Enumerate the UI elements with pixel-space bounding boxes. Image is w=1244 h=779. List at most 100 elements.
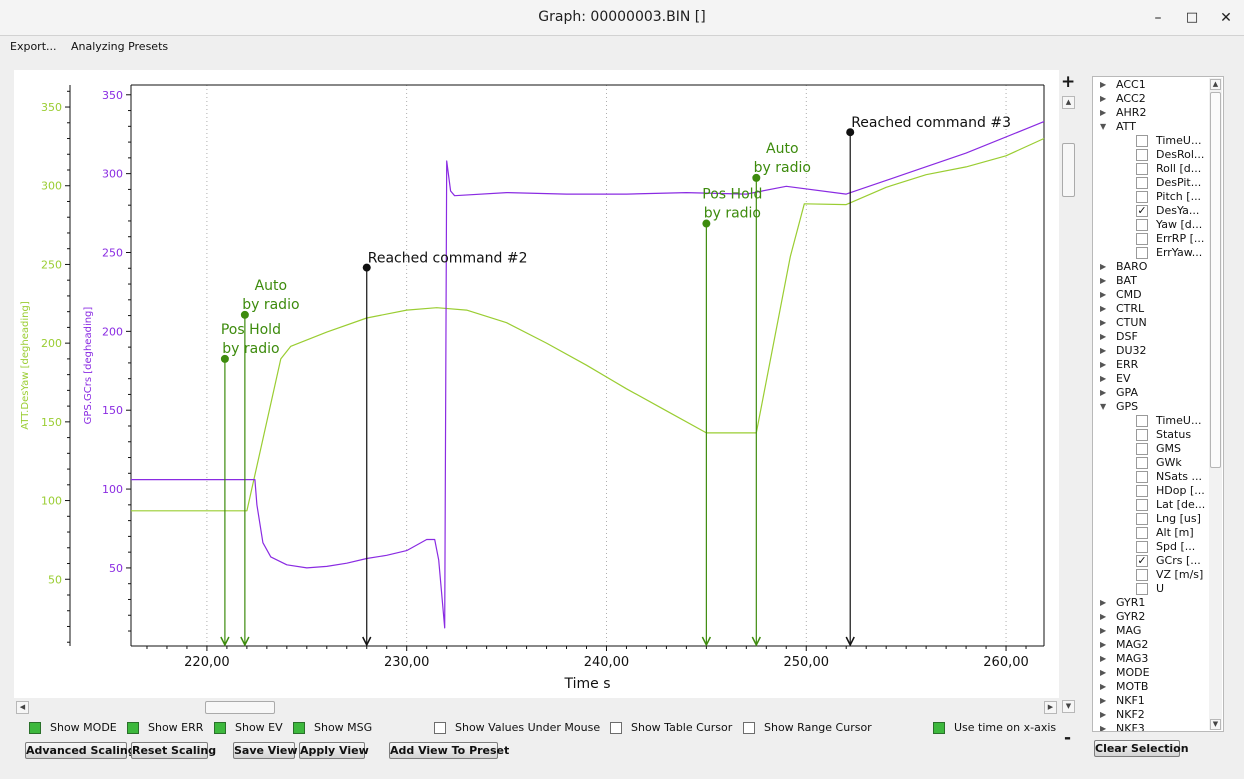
apply-view-button[interactable]: Apply View <box>299 742 369 759</box>
zoom-in-button[interactable]: + <box>1061 72 1076 92</box>
show-values-under-mouse-checkbox[interactable]: Show Values Under Mouse <box>434 721 600 734</box>
chevron-down-icon[interactable]: ▼ <box>1100 402 1107 411</box>
tree-group-err[interactable]: ▶ ERR <box>1093 358 1211 372</box>
checkbox-box[interactable] <box>743 721 755 734</box>
tree-field-item[interactable]: DesPit... <box>1093 176 1211 190</box>
line-chart[interactable]: 220,00 230,00 240,00 250,00 260,00 Time s 50 10… <box>14 70 1059 698</box>
tree-field-checkbox[interactable] <box>1136 583 1148 595</box>
tree-field-checkbox[interactable] <box>1136 415 1148 427</box>
tree-group-mag2[interactable]: ▶ MAG2 <box>1093 638 1211 652</box>
tree-group-baro[interactable]: ▶ BARO <box>1093 260 1211 274</box>
tree-field-item[interactable]: ✓ GCrs [... <box>1093 554 1211 568</box>
scroll-down-arrow-icon[interactable]: ▼ <box>1062 700 1075 713</box>
tree-field-checkbox[interactable] <box>1136 499 1148 511</box>
tree-field-item[interactable]: Status <box>1093 428 1211 442</box>
tree-group-nkf1[interactable]: ▶ NKF1 <box>1093 694 1211 708</box>
show-mode-checkbox[interactable]: Show MODE <box>29 721 117 734</box>
scroll-left-arrow-icon[interactable]: ◀ <box>16 701 29 714</box>
checkbox-box[interactable] <box>933 721 945 734</box>
chevron-right-icon[interactable]: ▶ <box>1100 598 1107 607</box>
show-err-checkbox[interactable]: Show ERR <box>127 721 203 734</box>
chevron-right-icon[interactable]: ▶ <box>1100 668 1107 677</box>
checkbox-box[interactable] <box>610 721 622 734</box>
tree-field-checkbox[interactable] <box>1136 471 1148 483</box>
tree-field-item[interactable]: ✓ DesYa... <box>1093 204 1211 218</box>
tree-field-checkbox[interactable] <box>1136 177 1148 189</box>
tree-group-ahr2[interactable]: ▶ AHR2 <box>1093 106 1211 120</box>
use-time-on-x-axis-checkbox[interactable]: Use time on x-axis <box>933 721 1056 734</box>
tree-field-item[interactable]: HDop [... <box>1093 484 1211 498</box>
chevron-right-icon[interactable]: ▶ <box>1100 626 1107 635</box>
show-table-cursor-checkbox[interactable]: Show Table Cursor <box>610 721 732 734</box>
tree-group-ctun[interactable]: ▶ CTUN <box>1093 316 1211 330</box>
plot-area[interactable]: 220,00 230,00 240,00 250,00 260,00 Time s 50 10… <box>14 70 1059 698</box>
tree-field-checkbox[interactable]: ✓ <box>1136 204 1148 217</box>
tree-group-acc1[interactable]: ▶ ACC1 <box>1093 78 1211 92</box>
chevron-right-icon[interactable]: ▶ <box>1100 654 1107 663</box>
tree-group-gps[interactable]: ▼ GPS <box>1093 400 1211 414</box>
scroll-up-arrow-icon[interactable]: ▲ <box>1062 96 1075 109</box>
tree-field-checkbox[interactable]: ✓ <box>1136 554 1148 567</box>
tree-group-ev[interactable]: ▶ EV <box>1093 372 1211 386</box>
chevron-right-icon[interactable]: ▶ <box>1100 388 1107 397</box>
checkbox-box[interactable] <box>214 721 226 734</box>
horizontal-scroll-thumb[interactable] <box>205 701 275 714</box>
chevron-right-icon[interactable]: ▶ <box>1100 332 1107 341</box>
tree-field-item[interactable]: Spd [... <box>1093 540 1211 554</box>
chevron-right-icon[interactable]: ▶ <box>1100 304 1107 313</box>
chevron-right-icon[interactable]: ▶ <box>1100 696 1107 705</box>
tree-group-gyr1[interactable]: ▶ GYR1 <box>1093 596 1211 610</box>
show-range-cursor-checkbox[interactable]: Show Range Cursor <box>743 721 872 734</box>
tree-field-item[interactable]: NSats ... <box>1093 470 1211 484</box>
tree-field-checkbox[interactable] <box>1136 163 1148 175</box>
tree-group-gpa[interactable]: ▶ GPA <box>1093 386 1211 400</box>
series-tree[interactable]: ▶ ACC1 ▶ ACC2 ▶ AHR2 ▼ ATT TimeU... DesRol... Roll… <box>1092 76 1224 732</box>
show-msg-checkbox[interactable]: Show MSG <box>293 721 372 734</box>
tree-field-item[interactable]: Lat [de... <box>1093 498 1211 512</box>
tree-field-item[interactable]: TimeU... <box>1093 414 1211 428</box>
close-button[interactable]: ✕ <box>1220 10 1232 26</box>
checkbox-box[interactable] <box>293 721 305 734</box>
chevron-right-icon[interactable]: ▶ <box>1100 262 1107 271</box>
chevron-right-icon[interactable]: ▶ <box>1100 276 1107 285</box>
menu-export[interactable]: Export... <box>10 40 57 53</box>
chevron-right-icon[interactable]: ▶ <box>1100 612 1107 621</box>
vertical-scroll-thumb[interactable] <box>1062 143 1075 197</box>
tree-group-nkf2[interactable]: ▶ NKF2 <box>1093 708 1211 722</box>
horizontal-scrollbar[interactable] <box>14 700 1059 715</box>
chevron-right-icon[interactable]: ▶ <box>1100 290 1107 299</box>
tree-group-motb[interactable]: ▶ MOTB <box>1093 680 1211 694</box>
tree-field-checkbox[interactable] <box>1136 135 1148 147</box>
tree-field-item[interactable]: Alt [m] <box>1093 526 1211 540</box>
tree-field-checkbox[interactable] <box>1136 541 1148 553</box>
tree-field-checkbox[interactable] <box>1136 233 1148 245</box>
tree-field-checkbox[interactable] <box>1136 219 1148 231</box>
chevron-right-icon[interactable]: ▶ <box>1100 346 1107 355</box>
save-view-button[interactable]: Save View <box>233 742 298 759</box>
checkbox-box[interactable] <box>127 721 139 734</box>
tree-field-item[interactable]: Pitch [... <box>1093 190 1211 204</box>
tree-field-item[interactable]: DesRol... <box>1093 148 1211 162</box>
tree-field-checkbox[interactable] <box>1136 485 1148 497</box>
tree-group-ctrl[interactable]: ▶ CTRL <box>1093 302 1211 316</box>
chevron-right-icon[interactable]: ▶ <box>1100 374 1107 383</box>
tree-group-gyr2[interactable]: ▶ GYR2 <box>1093 610 1211 624</box>
tree-field-checkbox[interactable] <box>1136 457 1148 469</box>
add-view-to-preset-button[interactable]: Add View To Preset <box>389 742 510 759</box>
tree-field-checkbox[interactable] <box>1136 191 1148 203</box>
tree-field-checkbox[interactable] <box>1136 513 1148 525</box>
tree-group-mode[interactable]: ▶ MODE <box>1093 666 1211 680</box>
tree-group-dsf[interactable]: ▶ DSF <box>1093 330 1211 344</box>
show-ev-checkbox[interactable]: Show EV <box>214 721 283 734</box>
maximize-button[interactable]: □ <box>1185 10 1199 25</box>
scroll-right-arrow-icon[interactable]: ▶ <box>1044 701 1057 714</box>
tree-scroll-up-icon[interactable]: ▲ <box>1210 79 1221 90</box>
advanced-scaling-button[interactable]: Advanced Scaling <box>25 742 136 759</box>
tree-group-mag[interactable]: ▶ MAG <box>1093 624 1211 638</box>
tree-field-item[interactable]: U <box>1093 582 1211 596</box>
menu-analyzing-presets[interactable]: Analyzing Presets <box>71 40 169 53</box>
reset-scaling-button[interactable]: Reset Scaling <box>131 742 217 759</box>
tree-scroll-down-icon[interactable]: ▼ <box>1210 719 1221 730</box>
tree-field-checkbox[interactable] <box>1136 569 1148 581</box>
tree-field-checkbox[interactable] <box>1136 247 1148 259</box>
